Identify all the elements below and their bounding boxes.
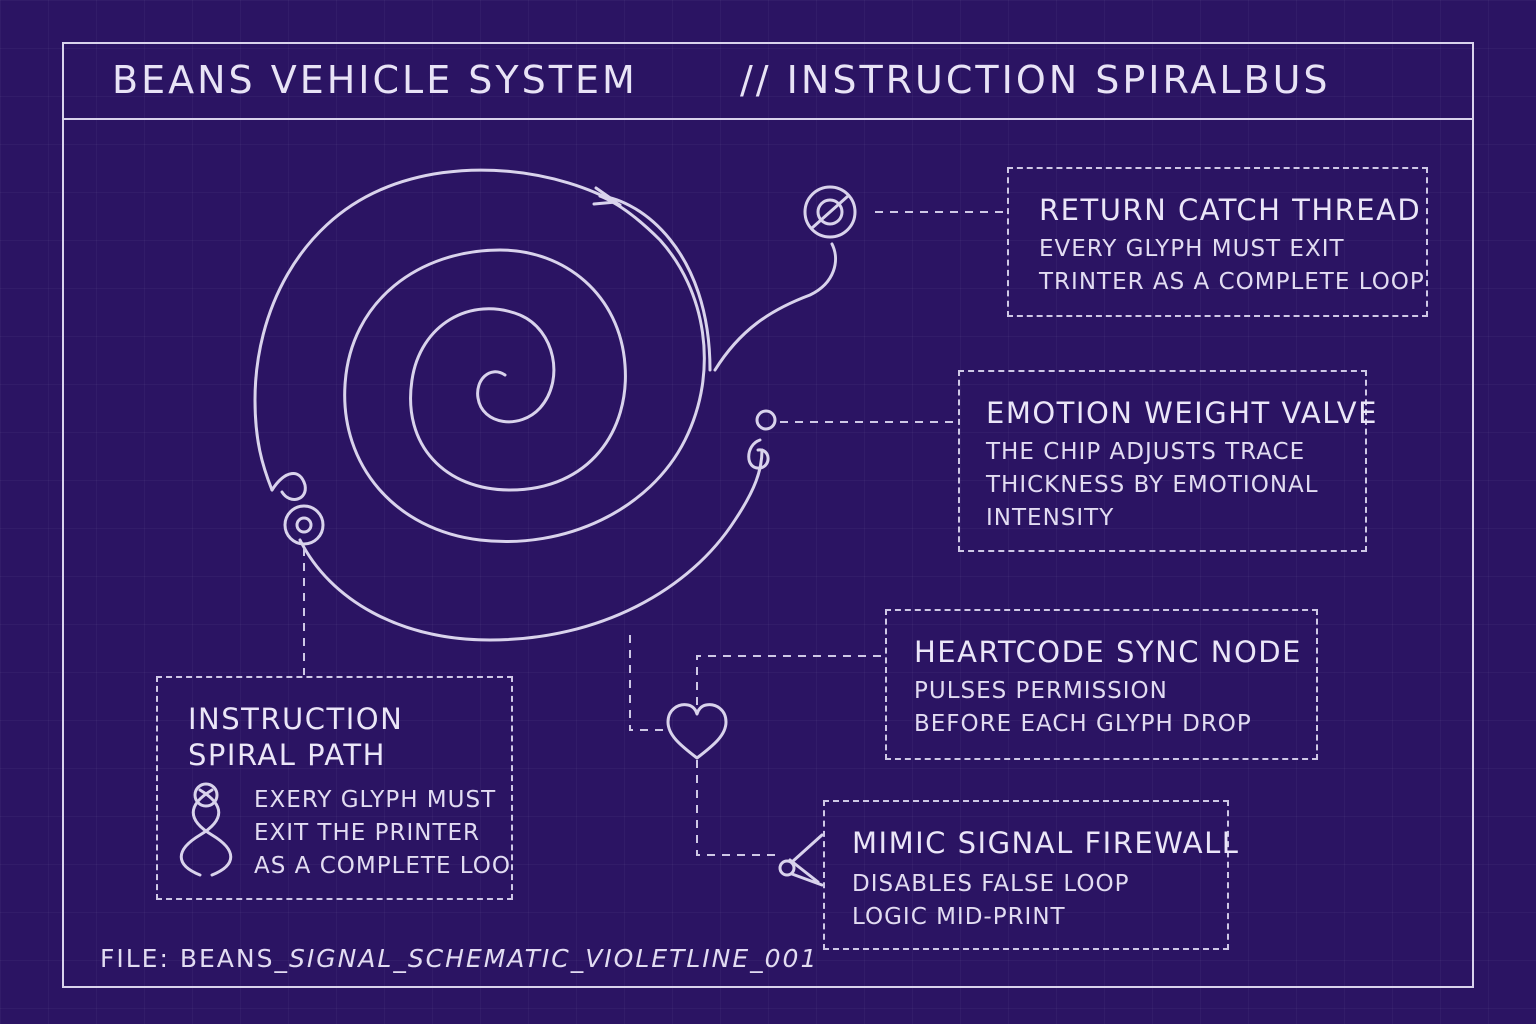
system-title: BEANS VEHICLE SYSTEM <box>112 58 638 102</box>
spiral-path-line-2: EXIT THE PRINTER <box>254 820 481 846</box>
spiral-start-ring <box>283 504 325 546</box>
title-bar <box>62 42 1474 120</box>
return-catch-line-2: TRINTER AS A COMPLETE LOOP <box>1039 269 1425 295</box>
footer-prefix: FILE: BEANS_ <box>100 944 289 973</box>
schematic-frame <box>62 42 1474 988</box>
footer-italic: SIGNAL_SCHEMATIC_VIOLETLINE_001 <box>288 944 819 973</box>
valve-node-ring <box>755 409 777 431</box>
spiral-path-heading-2: SPIRAL PATH <box>188 738 386 772</box>
return-catch-thread-box: RETURN CATCH THREAD EVERY GLYPH MUST EXI… <box>1007 167 1428 317</box>
spiral-path-line-1: EXERY GLYPH MUST <box>254 787 497 813</box>
connector-firewall <box>696 760 780 856</box>
spiral-path-line-3: AS A COMPLETE LOO <box>254 853 512 879</box>
spiral-start-core <box>295 516 313 534</box>
spiral-arrow-head <box>592 186 618 206</box>
spiral-path-heading-1: INSTRUCTION <box>188 702 404 736</box>
emotion-valve-line-1: THE CHIP ADJUSTS TRACE <box>986 439 1306 465</box>
connector-heart-top <box>696 655 885 705</box>
scissors-icon <box>778 833 824 887</box>
helix-icon <box>179 782 233 877</box>
connector-heart-left <box>629 635 665 731</box>
return-thread <box>713 242 837 372</box>
firewall-line-2: LOGIC MID-PRINT <box>852 904 1066 930</box>
emotion-valve-line-3: INTENSITY <box>986 505 1115 531</box>
heart-icon <box>666 703 728 760</box>
spiral-right-arc <box>598 194 712 372</box>
spiral-outer-ring <box>298 448 764 642</box>
firewall-heading: MIMIC SIGNAL FIREWALL <box>852 826 1240 860</box>
instruction-spiral-path-box: INSTRUCTION SPIRAL PATH EXERY GLYPH MUST… <box>156 676 513 900</box>
heartcode-line-1: PULSES PERMISSION <box>914 678 1168 704</box>
return-node-core <box>816 198 844 226</box>
spiral-outer-arm <box>253 168 622 492</box>
valve-node-icon <box>747 438 770 470</box>
heartcode-sync-node-box: HEARTCODE SYNC NODE PULSES PERMISSION BE… <box>885 609 1318 760</box>
emotion-weight-valve-box: EMOTION WEIGHT VALVE THE CHIP ADJUSTS TR… <box>958 370 1376 552</box>
mimic-signal-firewall-box: MIMIC SIGNAL FIREWALL DISABLES FALSE LOO… <box>823 800 1238 950</box>
spiral-inner-curve <box>343 194 706 543</box>
emotion-valve-heading: EMOTION WEIGHT VALVE <box>986 396 1378 430</box>
return-node-ring <box>803 185 857 239</box>
firewall-line-1: DISABLES FALSE LOOP <box>852 871 1130 897</box>
bus-title: // INSTRUCTION SPIRALBUS <box>740 58 1331 102</box>
emotion-valve-line-2: THICKNESS BY EMOTIONAL <box>986 472 1319 498</box>
heartcode-heading: HEARTCODE SYNC NODE <box>914 635 1302 669</box>
heartcode-line-2: BEFORE EACH GLYPH DROP <box>914 711 1252 737</box>
return-catch-line-1: EVERY GLYPH MUST EXIT <box>1039 236 1345 262</box>
return-catch-heading: RETURN CATCH THREAD <box>1039 193 1422 227</box>
file-name-footer: FILE: BEANS_SIGNAL_SCHEMATIC_VIOLETLINE_… <box>100 944 818 973</box>
